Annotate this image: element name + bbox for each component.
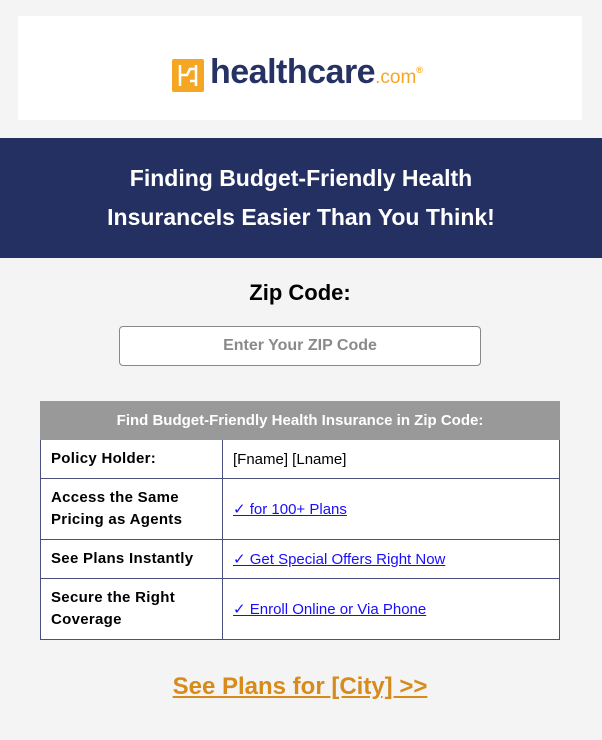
table-row: Secure the Right Coverage ✓ Enroll Onlin… — [40, 578, 560, 640]
row-value: [Fname] [Lname] — [222, 439, 560, 479]
row-label: Policy Holder: — [40, 439, 223, 479]
logo-wordmark: healthcare.com® — [210, 53, 423, 91]
insurance-info-table: Find Budget-Friendly Health Insurance in… — [40, 401, 560, 640]
healthcare-logo: healthcare.com® — [172, 53, 423, 95]
enroll-link[interactable]: ✓ Enroll Online or Via Phone — [233, 601, 427, 618]
row-label: Secure the Right Coverage — [40, 578, 223, 640]
row-label: Access the Same Pricing as Agents — [40, 478, 223, 540]
table-row: Access the Same Pricing as Agents ✓ for … — [40, 478, 560, 540]
special-offers-link[interactable]: ✓ Get Special Offers Right Now — [233, 551, 446, 568]
table-row: See Plans Instantly ✓ Get Special Offers… — [40, 539, 560, 579]
zip-code-input[interactable] — [119, 326, 481, 366]
headline-line-1: Finding Budget-Friendly Health — [129, 165, 473, 191]
healthcare-logo-mark-icon — [172, 58, 204, 92]
row-label: See Plans Instantly — [40, 539, 223, 579]
see-plans-cta-link[interactable]: See Plans for [City] >> — [172, 673, 428, 700]
table-row: Policy Holder: [Fname] [Lname] — [40, 439, 560, 479]
logo-container — [18, 16, 582, 120]
headline-line-2: InsuranceIs Easier Than You Think! — [107, 204, 495, 230]
headline-banner: Finding Budget-Friendly Health Insurance… — [0, 138, 602, 258]
zip-code-label: Zip Code: — [249, 280, 351, 305]
table-header: Find Budget-Friendly Health Insurance in… — [40, 401, 560, 440]
plans-link[interactable]: ✓ for 100+ Plans — [233, 501, 347, 518]
